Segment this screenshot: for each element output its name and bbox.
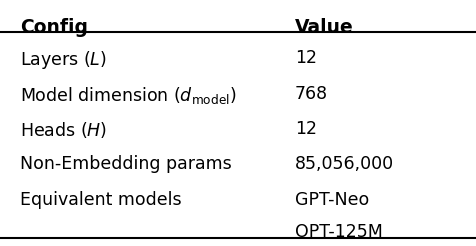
Text: Heads ($H$): Heads ($H$): [20, 120, 108, 140]
Text: Non-Embedding params: Non-Embedding params: [20, 155, 232, 173]
Text: 768: 768: [295, 85, 328, 103]
Text: Model dimension ($d_{\mathrm{model}}$): Model dimension ($d_{\mathrm{model}}$): [20, 85, 237, 106]
Text: 12: 12: [295, 49, 317, 67]
Text: 12: 12: [295, 120, 317, 138]
Text: Equivalent models: Equivalent models: [20, 191, 182, 209]
Text: Value: Value: [295, 18, 354, 37]
Text: GPT-Neo: GPT-Neo: [295, 191, 369, 209]
Text: Config: Config: [20, 18, 89, 37]
Text: Layers ($L$): Layers ($L$): [20, 49, 107, 71]
Text: 85,056,000: 85,056,000: [295, 155, 394, 173]
Text: OPT-125M: OPT-125M: [295, 223, 383, 241]
